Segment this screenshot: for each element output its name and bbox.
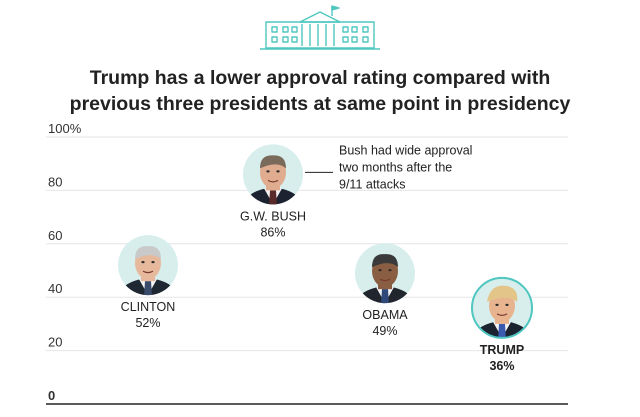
bush-portrait <box>243 155 303 205</box>
y-tick-label: 60 <box>48 228 62 243</box>
data-point-obama: OBAMA 49% <box>355 243 415 338</box>
data-points: CLINTON 52% G.W. BUSH 86% OBAMA 49% TRUMP 36% <box>118 144 533 373</box>
y-tick-label: 40 <box>48 281 62 296</box>
obama-portrait <box>355 254 415 304</box>
chart-title-line-2: previous three presidents at same point … <box>70 93 571 115</box>
point-name-label: G.W. BUSH <box>240 209 306 223</box>
y-tick-label: 0 <box>48 388 55 403</box>
annotation-text-line: two months after the <box>339 160 452 174</box>
y-tick-label: 100% <box>48 121 82 136</box>
point-value-label: 49% <box>372 324 397 338</box>
y-tick-label: 80 <box>48 174 62 189</box>
annotation-text-line: 9/11 attacks <box>339 177 405 191</box>
y-tick-label: 20 <box>48 335 62 350</box>
data-point-clinton: CLINTON 52% <box>118 235 178 330</box>
point-name-label: TRUMP <box>480 343 524 357</box>
point-value-label: 36% <box>489 359 514 373</box>
highlight-ring <box>471 276 533 339</box>
data-point-g-w-bush: G.W. BUSH 86% <box>240 144 306 239</box>
clinton-portrait <box>118 246 178 296</box>
annotation: Bush had wide approval two months after t… <box>305 143 472 191</box>
point-value-label: 52% <box>135 316 160 330</box>
point-name-label: OBAMA <box>362 308 408 322</box>
annotation-text-line: Bush had wide approval <box>339 143 472 157</box>
chart-title-line-1: Trump has a lower approval rating compar… <box>90 67 551 89</box>
data-point-trump: TRUMP 36% <box>471 276 533 373</box>
white-house-icon <box>260 5 380 50</box>
y-axis: 0 20 40 60 80 100% <box>48 121 82 403</box>
point-name-label: CLINTON <box>121 300 176 314</box>
point-value-label: 86% <box>260 225 285 239</box>
